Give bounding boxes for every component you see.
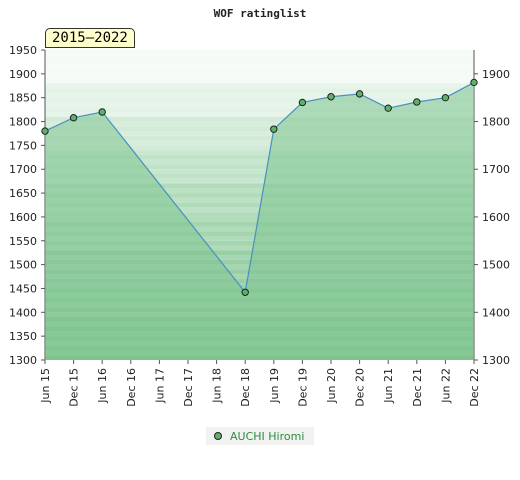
band: [45, 112, 474, 117]
y-tick-label-right: 1500: [482, 259, 510, 272]
x-tick-label: Jun 20: [325, 368, 338, 404]
y-tick-label: 1750: [9, 139, 37, 152]
data-point: [355, 90, 364, 98]
band: [45, 116, 474, 122]
band: [45, 64, 474, 70]
data-point: [470, 78, 478, 87]
y-tick-label-right: 1700: [482, 163, 510, 176]
y-tick-label: 1300: [9, 354, 37, 367]
y-tick-label: 1850: [9, 92, 37, 105]
x-tick-label: Dec 15: [68, 368, 81, 407]
x-axis: Jun 15 Dec 15 Jun 16 Dec 16 Jun 17 Dec 17 Jun …: [39, 360, 481, 407]
x-tick-label: Dec 21: [411, 368, 424, 407]
y-tick-label: 1650: [9, 187, 37, 200]
y-axis-left: 1300 1350 1400 1450 1500 1550 1600 1650 1700 1750…: [9, 44, 45, 367]
y-tick-label: 1800: [9, 116, 37, 129]
series-auchi: [41, 78, 478, 360]
band: [45, 107, 474, 112]
x-tick-label: Jun 22: [439, 368, 452, 404]
x-tick-label: Dec 18: [239, 368, 252, 407]
series-area: [45, 82, 474, 360]
band: [45, 178, 474, 184]
y-axis-right: 1300 1400 1500 1600 1700 1800 1900: [474, 68, 510, 367]
band: [45, 169, 474, 174]
x-tick-label: Dec 16: [125, 368, 138, 407]
y-tick-label: 1500: [9, 259, 37, 272]
x-tick-label: Dec 20: [354, 368, 367, 407]
y-tick-label: 1600: [9, 211, 37, 224]
band: [45, 145, 474, 151]
band: [45, 131, 474, 136]
band: [45, 126, 474, 132]
legend-label: AUCHI Hiromi: [230, 429, 305, 443]
y-tick-label: 1700: [9, 163, 37, 176]
band: [45, 97, 474, 103]
band: [45, 121, 474, 127]
y-tick-label: 1450: [9, 282, 37, 295]
legend: AUCHI Hiromi: [206, 427, 314, 445]
band: [45, 202, 474, 208]
band: [45, 135, 474, 141]
band: [45, 197, 474, 203]
band: [45, 83, 474, 89]
x-tick-label: Jun 16: [96, 368, 109, 404]
data-point: [384, 104, 392, 112]
band: [45, 183, 474, 189]
x-tick-label: Jun 18: [211, 368, 224, 404]
y-tick-label: 1900: [9, 68, 37, 81]
period-badge: 2015–2022: [45, 28, 135, 48]
chart-title: WOF ratinglist: [214, 7, 307, 20]
band: [45, 174, 474, 179]
band: [45, 78, 474, 84]
data-point: [327, 93, 335, 101]
y-tick-label: 1550: [9, 235, 37, 248]
y-tick-label-right: 1300: [482, 354, 510, 367]
x-tick-label: Jun 15: [39, 368, 52, 404]
y-tick-label-right: 1600: [482, 211, 510, 224]
legend-marker: [214, 432, 222, 440]
x-tick-label: Jun 21: [382, 368, 395, 404]
band: [45, 164, 474, 170]
y-tick-label-right: 1800: [482, 116, 510, 129]
band: [45, 102, 474, 108]
y-tick-label: 1400: [9, 306, 37, 319]
band: [45, 193, 474, 198]
band: [45, 150, 474, 155]
band: [45, 50, 474, 55]
data-point: [69, 114, 78, 122]
data-point: [270, 125, 278, 133]
y-tick-label: 1350: [9, 330, 37, 343]
band: [45, 54, 474, 60]
x-tick-label: Jun 19: [268, 368, 281, 404]
band: [45, 88, 474, 93]
x-tick-label: Dec 17: [182, 368, 195, 407]
band: [45, 188, 474, 194]
band: [45, 159, 474, 165]
data-point: [441, 93, 450, 102]
data-point: [98, 108, 106, 116]
data-point: [413, 98, 421, 106]
data-point: [298, 98, 307, 107]
band: [45, 154, 474, 160]
series-line: [44, 81, 475, 294]
band: [45, 69, 474, 74]
y-tick-label-right: 1400: [482, 306, 510, 319]
x-tick-label: Dec 19: [296, 368, 309, 407]
y-tick-label-right: 1900: [482, 68, 510, 81]
band: [45, 59, 474, 65]
x-tick-label: Jun 17: [153, 368, 166, 404]
band: [45, 140, 474, 146]
data-point: [241, 288, 249, 296]
band: [45, 73, 474, 79]
band: [45, 92, 474, 98]
y-tick-label: 1950: [9, 44, 37, 57]
x-tick-label: Dec 22: [468, 368, 481, 407]
data-point: [41, 127, 49, 135]
